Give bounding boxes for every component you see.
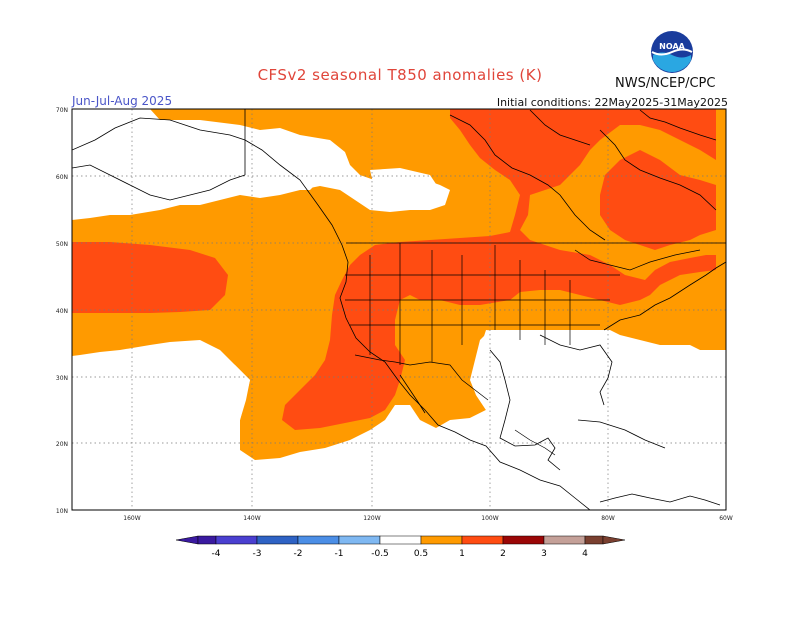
coastlines bbox=[72, 109, 726, 510]
colorbar-label: -1 bbox=[335, 549, 344, 559]
lon-label: 160W bbox=[123, 515, 140, 522]
colorbar-label: -2 bbox=[294, 549, 303, 559]
colorbar-label: 3 bbox=[541, 549, 547, 559]
longitude-labels: 160W 140W 120W 100W 80W 60W bbox=[123, 515, 733, 522]
colorbar-label: -0.5 bbox=[371, 549, 389, 559]
lat-label: 40N bbox=[56, 308, 68, 315]
noaa-logo-icon: NOAA bbox=[651, 31, 693, 73]
anomaly-fill bbox=[72, 109, 726, 510]
color-bar: -4 -3 -2 -1 -0.5 0.5 1 2 3 4 bbox=[175, 535, 626, 559]
initial-conditions: Initial conditions: 22May2025-31May2025 bbox=[496, 96, 728, 109]
latitude-labels: 70N 60N 50N 40N 30N 20N 10N bbox=[56, 107, 68, 515]
colorbar-label: 2 bbox=[500, 549, 506, 559]
lat-label: 30N bbox=[56, 375, 68, 382]
lon-label: 100W bbox=[481, 515, 498, 522]
map-title: CFSv2 seasonal T850 anomalies (K) bbox=[257, 66, 543, 84]
colorbar-label: 4 bbox=[582, 549, 588, 559]
anomaly-region-1-2 bbox=[282, 109, 716, 430]
lat-label: 20N bbox=[56, 441, 68, 448]
agency-label: NWS/NCEP/CPC bbox=[615, 76, 716, 91]
colorbar-label: 1 bbox=[459, 549, 465, 559]
lat-label: 70N bbox=[56, 107, 68, 114]
colorbar-label: -4 bbox=[212, 549, 221, 559]
political-borders bbox=[345, 242, 726, 456]
lon-label: 80W bbox=[601, 515, 615, 522]
lat-label: 10N bbox=[56, 508, 68, 515]
colorbar-arrow-low bbox=[175, 535, 199, 545]
colorbar-label: 0.5 bbox=[414, 549, 428, 559]
colorbar-arrow-high bbox=[602, 535, 626, 545]
lon-label: 120W bbox=[363, 515, 380, 522]
lat-label: 60N bbox=[56, 174, 68, 181]
lon-label: 140W bbox=[243, 515, 260, 522]
lon-label: 60W bbox=[719, 515, 733, 522]
map-frame bbox=[71, 108, 727, 511]
logo-text: NOAA bbox=[659, 42, 685, 51]
forecast-period: Jun-Jul-Aug 2025 bbox=[72, 94, 173, 108]
lat-label: 50N bbox=[56, 241, 68, 248]
colorbar-label: -3 bbox=[253, 549, 262, 559]
